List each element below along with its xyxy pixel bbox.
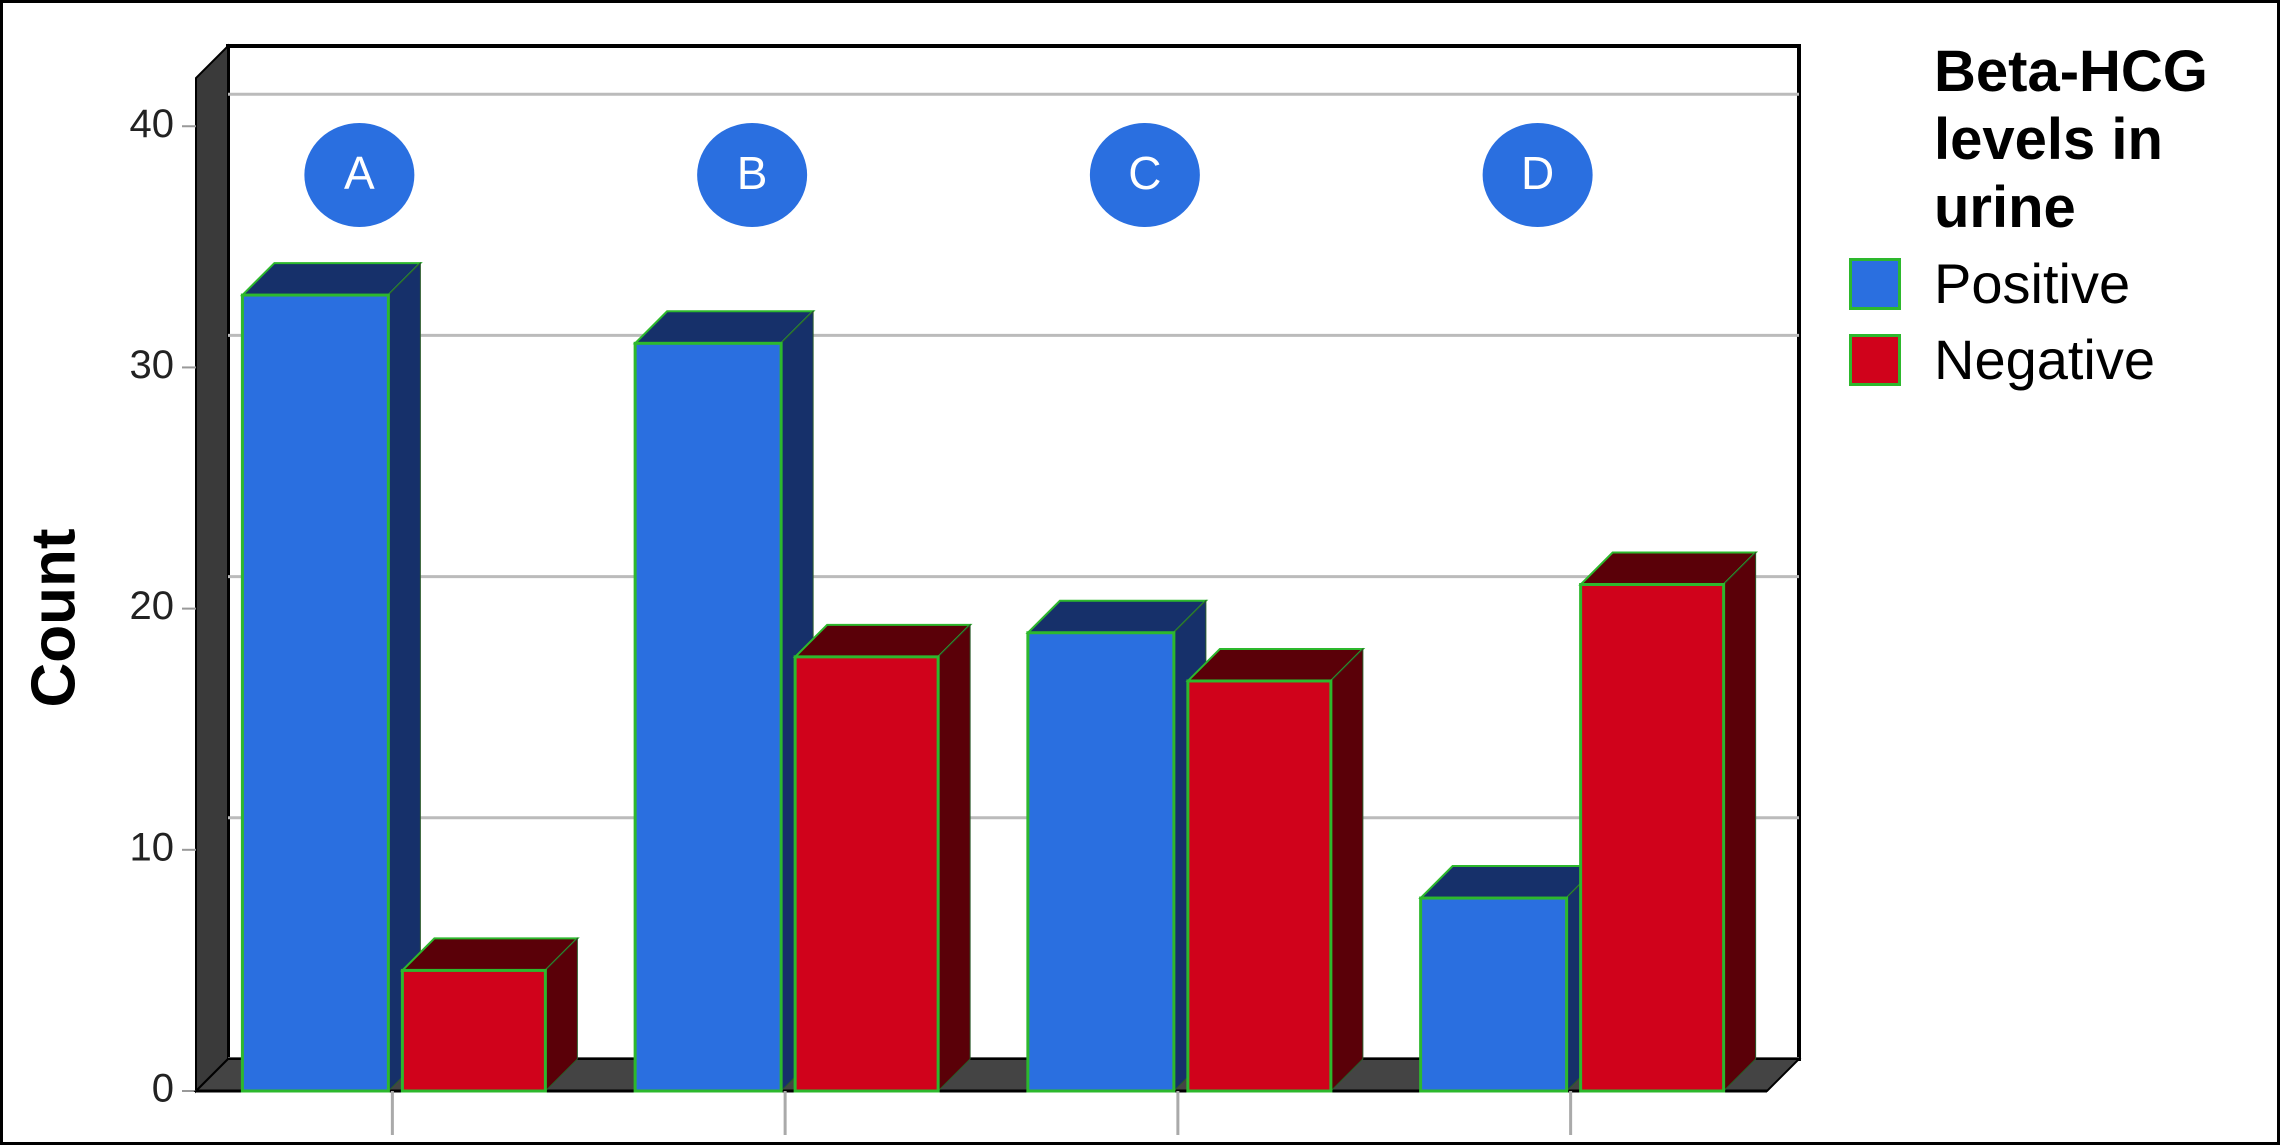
y-tick-label: 40 bbox=[130, 102, 175, 146]
legend-title: Beta-HCG levels in urine bbox=[1934, 39, 2208, 240]
category-badge bbox=[1089, 123, 1200, 227]
bar-side bbox=[1330, 647, 1364, 1093]
bar bbox=[1026, 631, 1176, 1093]
side-wall bbox=[195, 43, 229, 1094]
category-label: D bbox=[1521, 147, 1554, 199]
category-label: A bbox=[344, 147, 375, 199]
bar bbox=[793, 655, 940, 1093]
y-tick-label: 10 bbox=[130, 825, 175, 869]
y-axis-label: Count bbox=[19, 528, 88, 707]
bar bbox=[1419, 896, 1569, 1093]
bar bbox=[633, 341, 783, 1093]
bar bbox=[240, 293, 390, 1093]
bar-side bbox=[1723, 551, 1757, 1093]
category-badge bbox=[304, 123, 415, 227]
category-label: B bbox=[737, 147, 768, 199]
legend-swatch bbox=[1849, 334, 1901, 386]
bar bbox=[1579, 583, 1726, 1093]
bar bbox=[400, 968, 547, 1093]
category-badge bbox=[697, 123, 808, 227]
y-tick-label: 0 bbox=[152, 1067, 174, 1111]
category-badge bbox=[1482, 123, 1593, 227]
legend-text: Negative bbox=[1934, 328, 2156, 391]
y-tick-label: 20 bbox=[130, 584, 175, 628]
legend: Beta-HCG levels in urine Positive Negati… bbox=[1849, 38, 2274, 388]
y-tick-label: 30 bbox=[130, 343, 175, 387]
category-label: C bbox=[1128, 147, 1161, 199]
bar bbox=[1186, 679, 1333, 1093]
bar-side bbox=[937, 623, 971, 1093]
legend-swatch bbox=[1849, 258, 1901, 310]
legend-text: Positive bbox=[1934, 252, 2131, 315]
